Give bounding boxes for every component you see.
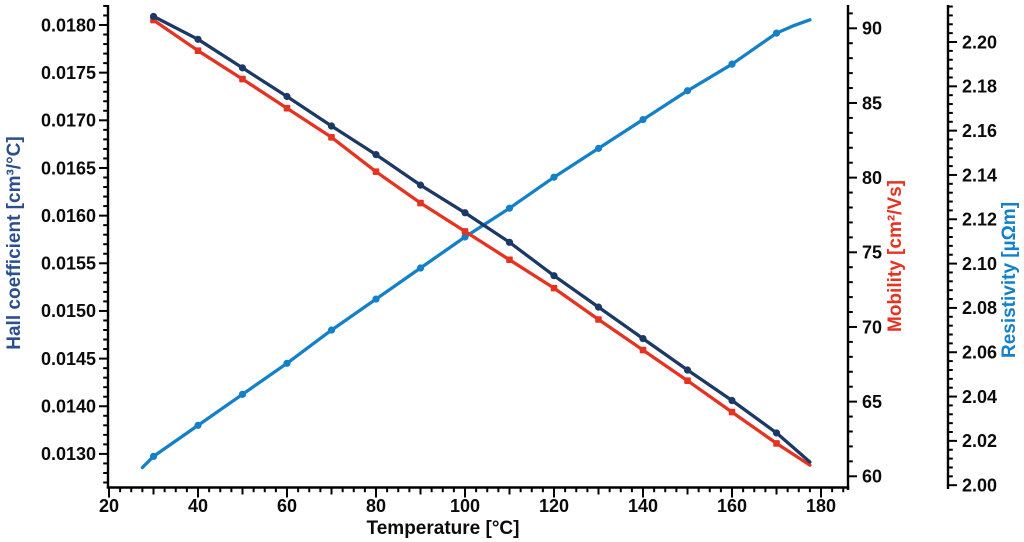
mobility-tick-label: 85 [862, 93, 882, 113]
resistivity-tick-label: 2.10 [962, 254, 997, 274]
series-marker-resistivity [683, 87, 692, 95]
resistivity-tick-label: 2.02 [962, 431, 997, 451]
hall-tick-label: 0.0165 [41, 158, 96, 178]
series-marker-resistivity [550, 173, 558, 181]
hall-tick-label: 0.0150 [41, 301, 96, 321]
series-marker-mobility [372, 168, 380, 175]
x-tick-label: 20 [99, 496, 119, 516]
series-marker-mobility [194, 47, 202, 54]
resistivity-tick-label: 2.18 [962, 77, 997, 97]
series-marker-resistivity [149, 452, 158, 460]
series-marker-hall [594, 303, 603, 311]
resistivity-tick-label: 2.00 [962, 475, 997, 495]
hall-tick-label: 0.0160 [41, 206, 96, 226]
resistivity-tick-label: 2.14 [962, 165, 997, 185]
x-tick-label: 100 [450, 496, 480, 516]
series-marker-hall [283, 92, 291, 101]
series-marker-resistivity [283, 359, 291, 367]
series-marker-hall [505, 238, 514, 246]
resistivity-tick-label: 2.04 [962, 387, 997, 407]
series-marker-resistivity [372, 295, 380, 303]
series-marker-resistivity [461, 233, 469, 241]
x-tick-label: 160 [717, 496, 747, 516]
series-marker-hall [772, 429, 781, 437]
series-line-resistivity [140, 18, 812, 470]
hall-tick-label: 0.0130 [41, 444, 96, 464]
resistivity-tick-label: 2.16 [962, 121, 997, 141]
series-marker-mobility [506, 256, 513, 264]
resistivity-tick-label: 2.06 [962, 343, 997, 363]
series-marker-hall [550, 272, 558, 280]
series-marker-mobility [417, 199, 424, 207]
series-marker-hall [461, 209, 469, 217]
series-marker-hall [327, 122, 336, 130]
series-marker-mobility [773, 440, 780, 447]
mobility-tick-label: 60 [862, 467, 882, 487]
series-marker-mobility [728, 408, 736, 416]
hall-tick-label: 0.0145 [41, 349, 96, 369]
x-tick-label: 40 [188, 496, 208, 516]
hall-axis-title: Hall coefficient [cm³/°C] [4, 136, 25, 349]
resistivity-tick-label: 2.08 [962, 298, 997, 318]
series-marker-resistivity [728, 60, 736, 68]
mobility-tick-label: 65 [862, 392, 882, 412]
x-tick-label: 120 [539, 496, 569, 516]
series-line-mobility [151, 18, 812, 467]
series-marker-hall [416, 181, 425, 189]
series-marker-mobility [328, 134, 335, 141]
hall-tick-label: 0.0175 [41, 63, 96, 83]
series-marker-resistivity [594, 144, 603, 152]
series-marker-resistivity [327, 326, 336, 334]
series-line-hall [151, 14, 812, 464]
series-marker-resistivity [416, 264, 425, 272]
series-marker-mobility [684, 377, 691, 385]
series-marker-mobility [461, 228, 469, 235]
series-marker-resistivity [194, 421, 202, 429]
series-marker-mobility [550, 284, 558, 292]
mobility-tick-label: 70 [862, 317, 882, 337]
x-tick-label: 80 [366, 496, 386, 516]
series-marker-mobility [239, 75, 246, 83]
hall-tick-label: 0.0180 [41, 15, 96, 35]
series-marker-hall [372, 151, 380, 159]
series-marker-resistivity [639, 115, 647, 124]
series-marker-hall [639, 334, 647, 343]
x-axis-title: Temperature [°C] [367, 518, 520, 539]
hall-tick-label: 0.0140 [41, 397, 96, 417]
hall-tick-label: 0.0155 [41, 254, 96, 274]
mobility-tick-label: 75 [862, 243, 882, 263]
series-marker-mobility [283, 104, 291, 112]
x-tick-label: 180 [806, 496, 836, 516]
resistivity-tick-label: 2.12 [962, 210, 997, 230]
x-tick-label: 140 [628, 496, 658, 516]
hall-tick-label: 0.0170 [41, 111, 96, 131]
mobility-tick-label: 80 [862, 168, 882, 188]
resistivity-tick-label: 2.20 [962, 32, 997, 52]
series-marker-resistivity [772, 29, 781, 37]
x-tick-label: 60 [277, 496, 297, 516]
series-marker-hall [238, 64, 247, 72]
resistivity-axis-title: Resistivity [µΩm] [999, 202, 1020, 358]
series-marker-resistivity [238, 390, 247, 398]
mobility-axis-title: Mobility [cm²/Vs] [885, 180, 906, 332]
series-marker-hall [683, 366, 692, 374]
series-marker-hall [194, 35, 202, 43]
series-marker-hall [728, 396, 736, 405]
series-marker-resistivity [505, 204, 514, 212]
series-marker-hall [149, 12, 158, 21]
series-marker-mobility [639, 346, 647, 354]
mobility-tick-label: 90 [862, 19, 882, 39]
series-marker-mobility [595, 316, 602, 323]
